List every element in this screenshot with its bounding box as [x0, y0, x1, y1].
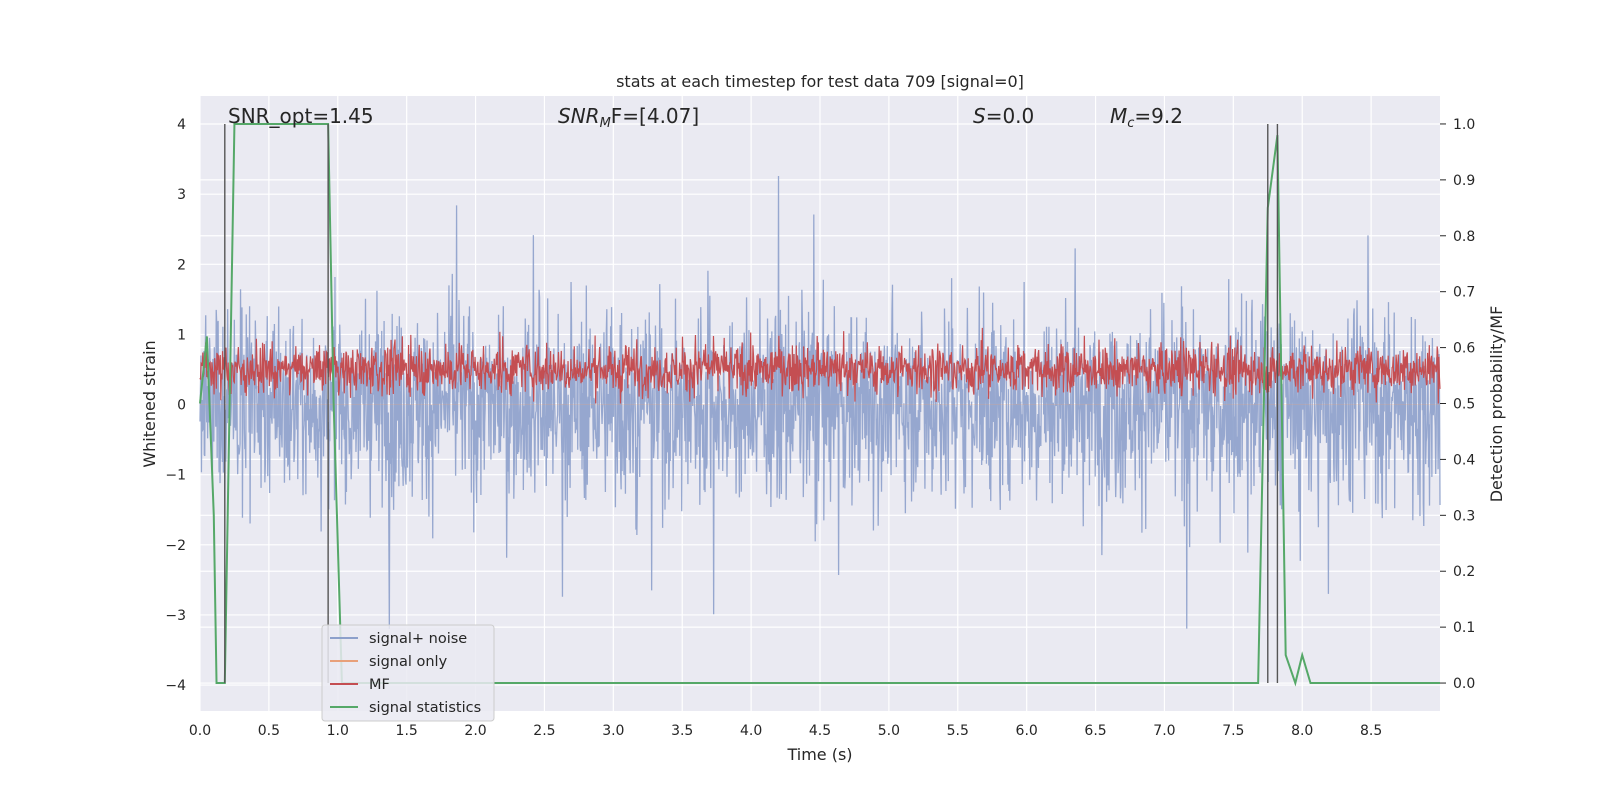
chart-title: stats at each timestep for test data 709…	[616, 72, 1024, 91]
x-tick-label: 7.0	[1153, 723, 1175, 739]
y-tick-label: −4	[165, 678, 186, 694]
annotation-mc: Mc=9.2	[1110, 104, 1183, 131]
annotation-mc-sub: c	[1127, 116, 1134, 131]
x-axis-label: Time (s)	[786, 745, 852, 764]
y-tick-label: 2	[177, 257, 186, 273]
annotation-snr-opt: SNR_opt=1.45	[228, 104, 374, 128]
y-tick-label: −1	[165, 468, 186, 484]
y-axis-label: Whitened strain	[140, 340, 159, 467]
x-tick-label: 7.5	[1222, 723, 1244, 739]
y-axis-ticks: 4 3 2 1 0 −1 −2 −3 −4	[165, 117, 186, 694]
vertical-markers	[224, 124, 1279, 684]
x-tick-label: 0.0	[189, 723, 211, 739]
x-tick-label: 0.5	[258, 723, 280, 739]
x-tick-label: 3.5	[671, 723, 693, 739]
x-tick-label: 6.5	[1084, 723, 1106, 739]
x-tick-label: 5.0	[878, 723, 900, 739]
annotation-s-name: S	[973, 104, 986, 128]
y-tick-label: 1	[177, 327, 186, 343]
y-tick-label: 0	[177, 398, 186, 414]
annotation-snr-mf: SNRMF=[4.07]	[558, 104, 699, 131]
x-tick-label: 5.5	[947, 723, 969, 739]
x-tick-label: 2.5	[533, 723, 555, 739]
legend: signal+ noise signal only MF signal stat…	[321, 624, 495, 722]
y2-tick-label: 0.0	[1453, 676, 1475, 692]
y-tick-label: −2	[165, 538, 186, 554]
x-tick-label: 4.5	[809, 723, 831, 739]
x-tick-label: 6.0	[1016, 723, 1038, 739]
annotation-s: S=0.0	[973, 104, 1034, 128]
annotation-snr-mf-tail: F=[4.07]	[611, 104, 699, 128]
y2-tick-label: 0.1	[1453, 620, 1475, 636]
x-tick-label: 2.0	[464, 723, 486, 739]
y2-axis-ticks: 1.0 0.9 0.8 0.7 0.6 0.5 0.4 0.3 0.2 0.1 0.0	[1440, 117, 1475, 692]
x-axis-ticks: 0.0 0.5 1.0 1.5 2.0 2.5 3.0 3.5 4.0 4.5 5.0 5.5 6.0 6…	[189, 723, 1382, 739]
y2-tick-label: 0.6	[1453, 341, 1475, 357]
y2-tick-label: 0.3	[1453, 508, 1475, 524]
annotation-s-tail: =0.0	[986, 104, 1035, 128]
legend-label-signal-statistics: signal statistics	[369, 700, 481, 716]
y2-tick-label: 1.0	[1453, 117, 1475, 133]
y2-tick-label: 0.4	[1453, 452, 1475, 468]
y-tick-label: 4	[177, 117, 186, 133]
x-tick-label: 8.0	[1291, 723, 1313, 739]
x-tick-label: 1.5	[396, 723, 418, 739]
y-tick-label: −3	[165, 608, 186, 624]
y-tick-label: 3	[177, 187, 186, 203]
y2-tick-label: 0.9	[1453, 173, 1475, 189]
x-tick-label: 8.5	[1360, 723, 1382, 739]
legend-label-mf: MF	[369, 677, 390, 693]
legend-label-signal-only: signal only	[369, 654, 448, 670]
y2-tick-label: 0.7	[1453, 285, 1475, 301]
annotation-snr-mf-sub: M	[600, 116, 611, 131]
annotation-snr-mf-name: SNR	[558, 104, 600, 128]
y2-tick-label: 0.2	[1453, 564, 1475, 580]
series-mf-line	[199, 327, 1441, 404]
y2-axis-label: Detection probability/MF	[1487, 306, 1506, 503]
x-tick-label: 1.0	[327, 723, 349, 739]
x-tick-label: 4.0	[740, 723, 762, 739]
annotation-mc-name: M	[1110, 104, 1127, 128]
legend-label-signal-noise: signal+ noise	[369, 631, 467, 647]
legend-box	[321, 624, 495, 722]
y2-tick-label: 0.5	[1453, 397, 1475, 413]
annotation-mc-tail: =9.2	[1134, 104, 1183, 128]
y2-tick-label: 0.8	[1453, 229, 1475, 245]
x-tick-label: 3.0	[602, 723, 624, 739]
